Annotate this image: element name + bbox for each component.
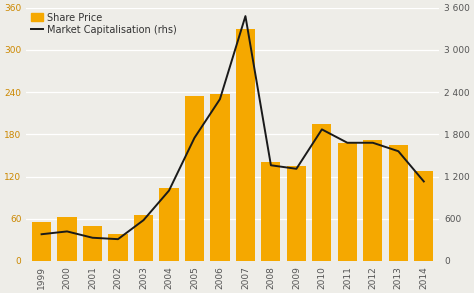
Bar — [134, 215, 153, 261]
Bar — [109, 234, 128, 261]
Bar — [210, 94, 229, 261]
Bar — [389, 145, 408, 261]
Bar — [414, 171, 433, 261]
Bar — [83, 226, 102, 261]
Bar — [185, 96, 204, 261]
Bar — [261, 162, 281, 261]
Bar — [32, 222, 51, 261]
Bar — [338, 143, 357, 261]
Bar — [312, 124, 331, 261]
Bar — [287, 166, 306, 261]
Legend: Share Price, Market Capitalisation (rhs): Share Price, Market Capitalisation (rhs) — [29, 11, 178, 37]
Bar — [159, 188, 179, 261]
Bar — [57, 217, 77, 261]
Bar — [236, 29, 255, 261]
Bar — [363, 140, 383, 261]
